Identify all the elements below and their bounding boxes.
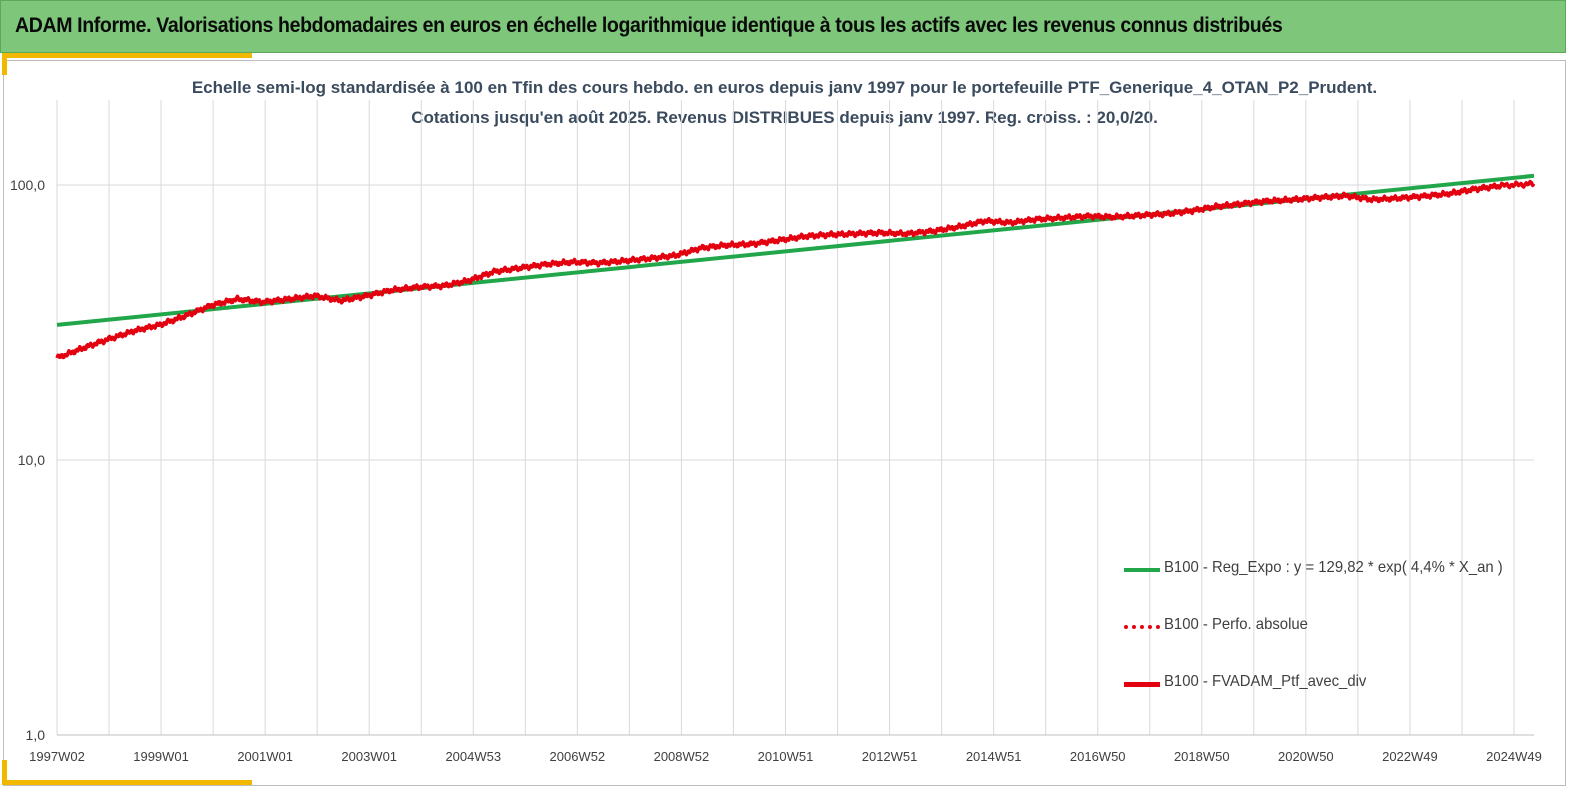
header-banner: ADAM Informe. Valorisations hebdomadaire… [0,0,1566,53]
x-tick-label: 2014W51 [966,749,1022,764]
page-title: ADAM Informe. Valorisations hebdomadaire… [15,14,1283,37]
y-tick-label: 10,0 [18,452,45,468]
legend-item-regression: B100 - Reg_Expo : y = 129,82 * exp( 4,4%… [1122,555,1542,583]
y-tick-label: 1,0 [26,727,46,743]
corner-accent-top [2,53,252,58]
x-tick-label: 2010W51 [758,749,814,764]
legend-item-portfolio: B100 - FVADAM_Ptf_avec_div [1122,669,1542,697]
x-tick-label: 1997W02 [29,749,85,764]
x-tick-label: 2004W53 [445,749,501,764]
x-tick-label: 2018W50 [1174,749,1230,764]
legend-label-perfo: B100 - Perfo. absolue [1164,616,1308,633]
chart-legend: B100 - Reg_Expo : y = 129,82 * exp( 4,4%… [1122,555,1542,726]
x-tick-label: 2001W01 [237,749,293,764]
chart-title-line1: Echelle semi-log standardisée à 100 en T… [191,78,1378,97]
legend-swatch-regression [1124,568,1160,572]
x-tick-label: 2016W50 [1070,749,1126,764]
x-tick-label: 1999W01 [133,749,189,764]
series-line-portfolio [55,179,1536,360]
y-tick-label: 100,0 [10,177,45,193]
x-tick-label: 2003W01 [341,749,397,764]
x-tick-label: 2006W52 [550,749,606,764]
legend-label-regression: B100 - Reg_Expo : y = 129,82 * exp( 4,4%… [1164,559,1503,576]
x-tick-label: 2020W50 [1278,749,1334,764]
corner-accent-bottom-left [2,760,7,785]
legend-item-perfo: B100 - Perfo. absolue [1122,612,1542,640]
x-tick-label: 2008W52 [654,749,710,764]
corner-accent-top-left [2,53,7,75]
chart-title-line2: Cotations jusqu'en août 2025. Revenus DI… [411,108,1158,127]
legend-swatch-portfolio [1124,682,1160,687]
x-tick-label: 2022W49 [1382,749,1438,764]
corner-accent-bottom [2,780,252,785]
legend-swatch-perfo [1124,625,1160,629]
legend-label-portfolio: B100 - FVADAM_Ptf_avec_div [1164,673,1367,690]
x-tick-label: 2012W51 [862,749,918,764]
x-tick-label: 2024W49 [1486,749,1542,764]
